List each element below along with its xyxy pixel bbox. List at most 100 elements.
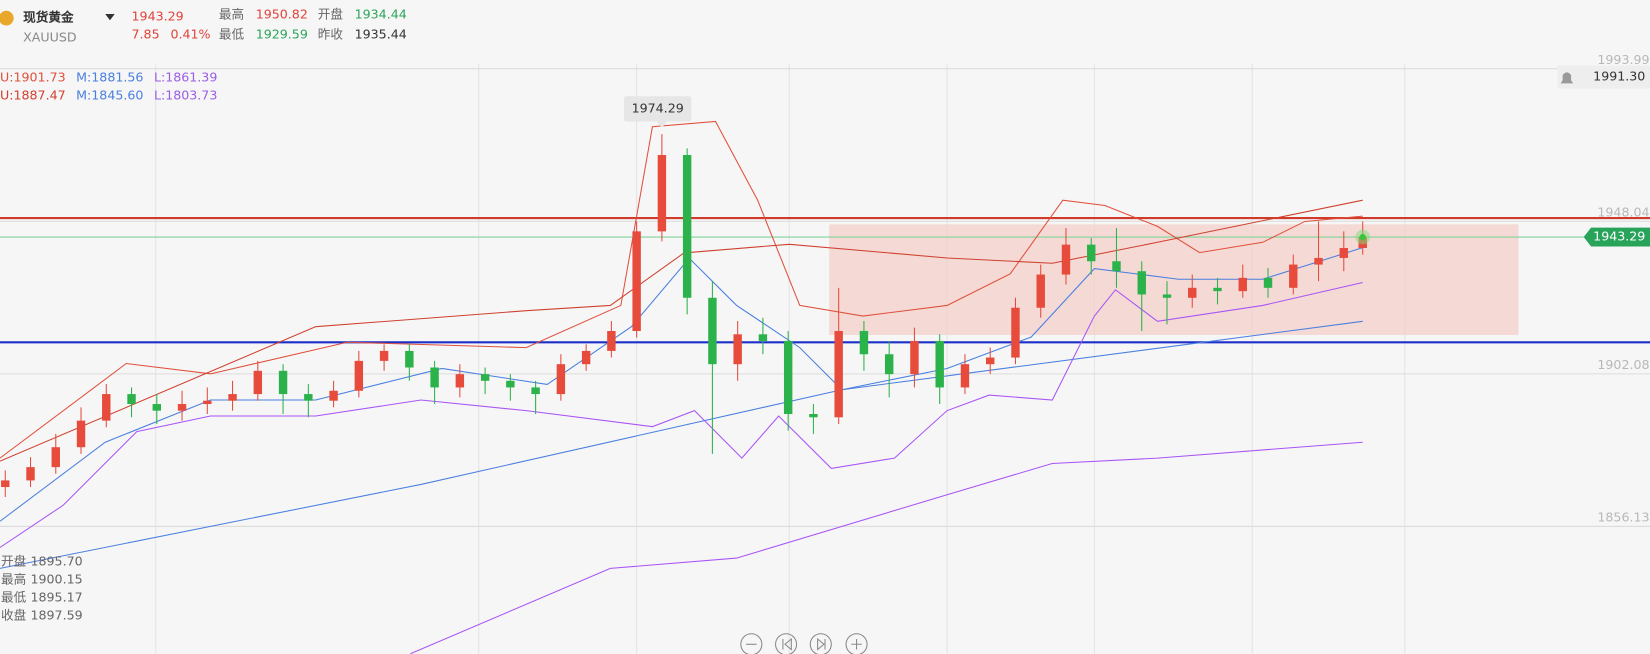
candle-body <box>657 154 667 232</box>
candle-body <box>379 350 389 361</box>
candle-body <box>127 394 136 405</box>
candle-body <box>203 400 212 405</box>
instrument-name[interactable]: 现货黄金 <box>23 10 74 25</box>
icon <box>782 637 792 651</box>
candle-body <box>177 404 187 411</box>
candle-body <box>1011 307 1020 358</box>
ohlc-value: 1895.70 <box>30 554 82 569</box>
candle-body <box>1112 261 1121 272</box>
price: 1943.29 <box>132 9 184 24</box>
alert-box[interactable] <box>1557 65 1650 89</box>
candle-body <box>884 354 894 375</box>
stat-label: 最高 <box>219 6 244 21</box>
candle-body <box>1314 257 1323 265</box>
y-tick-label: 1856.13 <box>1597 510 1649 525</box>
indicator-value: M:1881.56 <box>76 70 143 85</box>
candle-body <box>910 340 919 375</box>
candle-body <box>1289 264 1298 288</box>
scroll-end[interactable] <box>809 633 832 654</box>
candle-body <box>834 330 843 418</box>
symbol: XAUUSD <box>23 30 76 45</box>
ohlc-value: 1897.59 <box>30 607 82 622</box>
ohlc-value: 1900.15 <box>30 572 82 587</box>
candle-body <box>102 394 111 421</box>
candle-body <box>1263 277 1273 288</box>
peak-label: 1974.29 <box>632 100 684 115</box>
nav-buttons <box>740 633 868 654</box>
ohlc-label: 收盘 <box>1 607 27 622</box>
candle-body <box>1036 274 1045 308</box>
candle-body <box>76 420 86 448</box>
candle-body <box>682 154 692 298</box>
y-tick-label: 1993.99 <box>1597 52 1649 67</box>
indicator-line <box>0 199 1363 462</box>
candle-body <box>1213 287 1222 292</box>
alert-price[interactable]: 1991.30 <box>1593 69 1645 84</box>
candle-body <box>1087 244 1096 262</box>
indicator-value: L:1861.39 <box>154 70 217 85</box>
ohlc-label: 最低 <box>1 589 27 604</box>
candle-body <box>632 231 641 331</box>
candle-body <box>405 350 414 368</box>
stat-value: 1935.44 <box>355 26 407 41</box>
y-tick-label: 1948.04 <box>1597 204 1649 219</box>
bell-icon[interactable] <box>1560 72 1574 84</box>
candle-body <box>51 447 60 468</box>
change: 7.85 <box>132 26 160 41</box>
candle-body <box>1061 244 1071 275</box>
candle-body <box>607 330 616 351</box>
candle-body <box>26 467 35 481</box>
dropdown-arrow[interactable] <box>105 13 115 21</box>
change-pct: 0.41% <box>170 26 210 41</box>
candle-body <box>531 387 540 395</box>
indicator-value: U:1887.47 <box>0 88 66 103</box>
candle-body <box>430 367 439 388</box>
candle-body <box>783 340 793 414</box>
candle-body <box>556 364 566 395</box>
candle-body <box>304 394 313 401</box>
candle-body <box>1188 287 1197 298</box>
stat-label: 昨收 <box>318 26 344 41</box>
peak-pointer <box>656 121 668 128</box>
candle-body <box>1339 247 1348 258</box>
icon <box>851 639 862 650</box>
candle-body <box>859 330 869 355</box>
candle-body <box>935 340 944 388</box>
price-tag <box>1583 227 1650 247</box>
candle-body <box>506 380 515 388</box>
indicator-line <box>0 320 1363 569</box>
price-dot <box>1359 233 1366 241</box>
candle-body <box>253 370 263 395</box>
stat-value: 1934.44 <box>355 6 407 21</box>
candle-body <box>960 364 970 388</box>
indicator-line <box>0 281 1363 548</box>
candle-body <box>809 413 818 418</box>
icon <box>817 637 826 651</box>
stat-value: 1929.59 <box>256 26 308 41</box>
stat-value: 1950.82 <box>256 6 308 21</box>
gold-icon <box>0 10 14 26</box>
candle-body <box>733 334 742 365</box>
indicator-value: L:1803.73 <box>154 88 217 103</box>
ohlc-label: 最高 <box>1 572 26 587</box>
candle-body <box>758 334 768 341</box>
ohlc-value: 1895.17 <box>30 589 82 604</box>
zoom-in[interactable] <box>845 633 868 654</box>
ohlc-label: 开盘 <box>1 554 27 569</box>
candle-body <box>455 374 465 388</box>
y-tick-label: 1902.08 <box>1597 357 1649 372</box>
candle-body <box>1162 294 1172 298</box>
grid: 1993.99 1948.04 1902.08 1856.13 <box>0 52 1650 654</box>
scroll-start[interactable] <box>775 633 798 654</box>
candle-body <box>708 297 717 365</box>
candle-body <box>1 480 10 488</box>
candle-body <box>329 390 338 401</box>
indicator-line <box>0 120 1363 459</box>
candle-body <box>1137 271 1146 295</box>
zoom-out[interactable] <box>740 633 763 654</box>
price-tag-label: 1943.29 <box>1593 229 1645 244</box>
candle-body <box>152 404 162 411</box>
candle-body <box>278 370 288 395</box>
